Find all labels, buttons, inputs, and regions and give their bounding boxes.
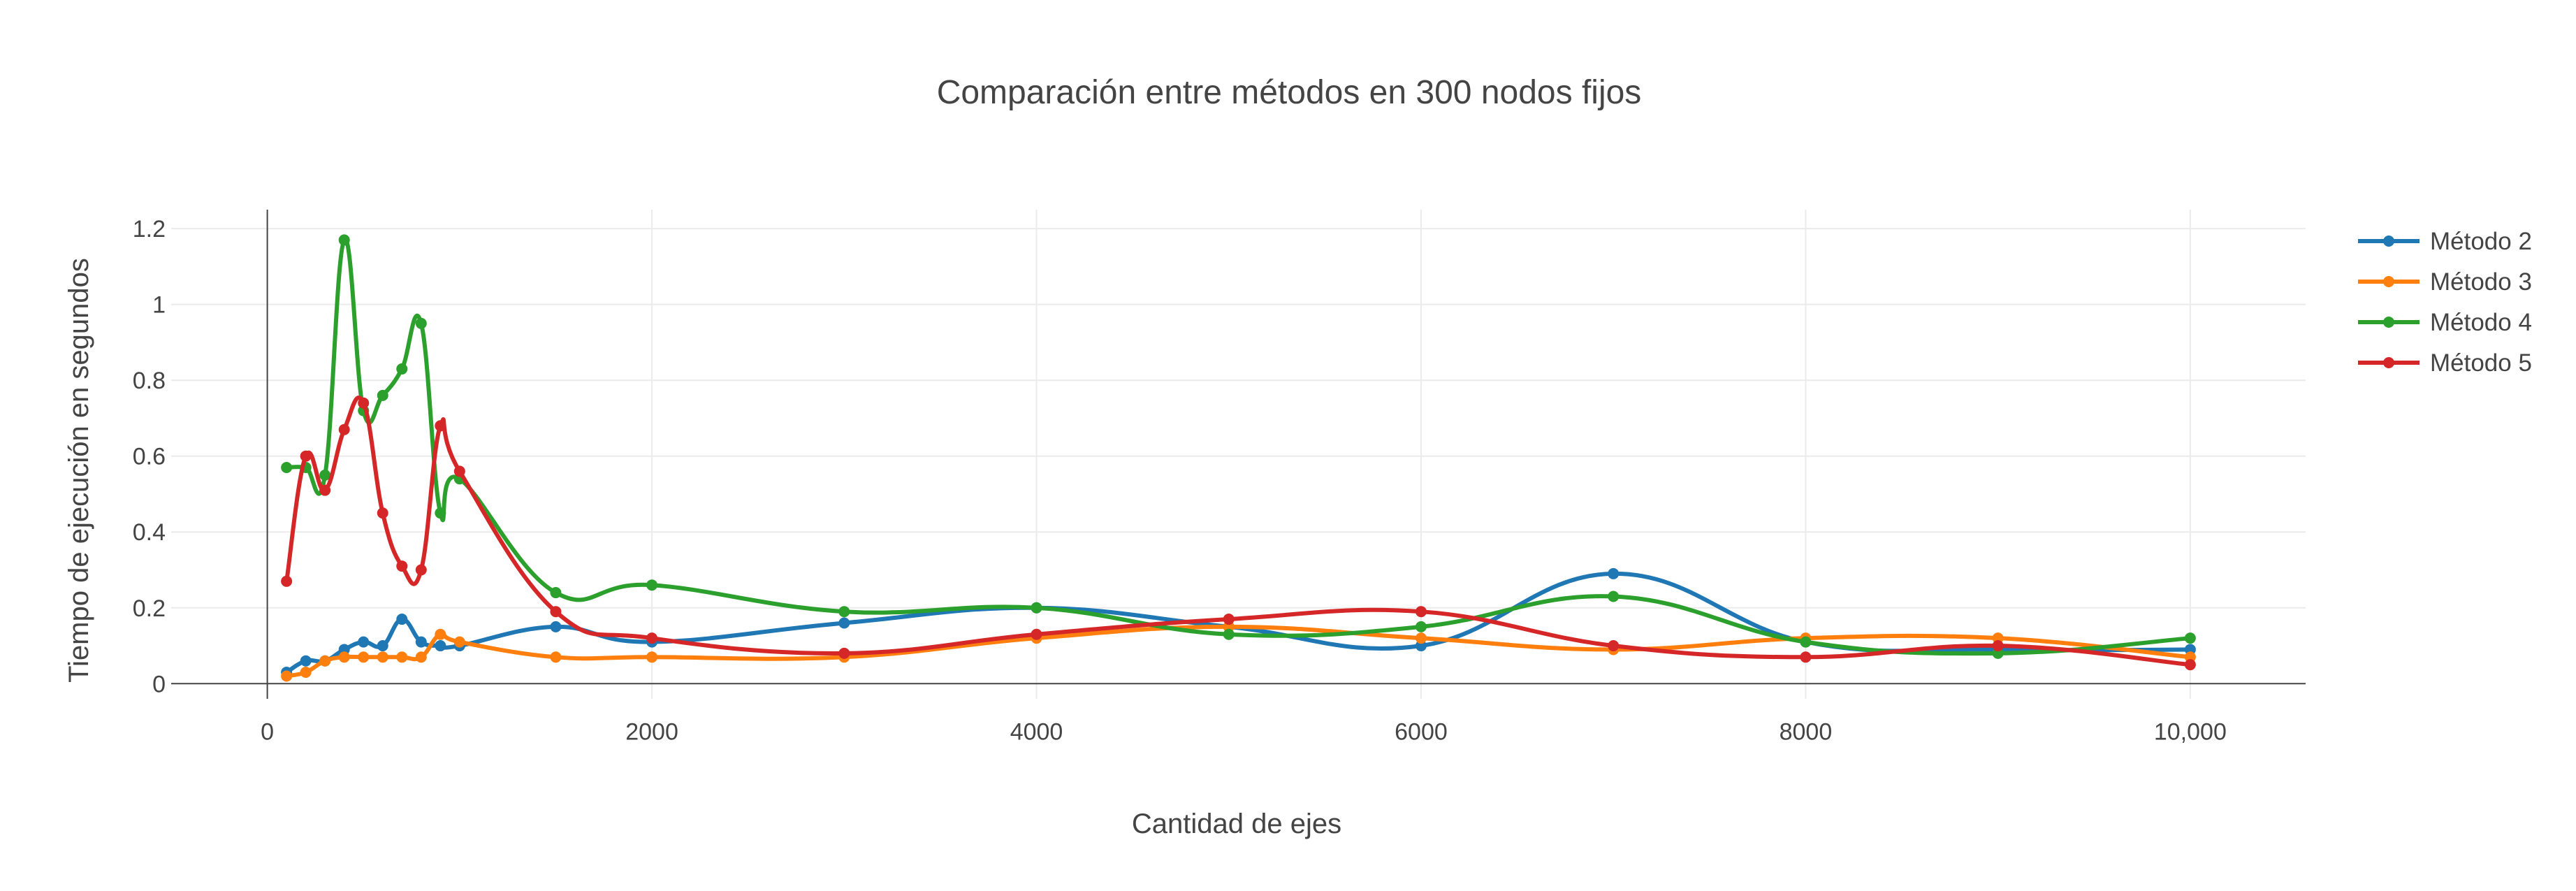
series-line — [284, 237, 2192, 656]
data-point — [838, 647, 850, 659]
data-point — [838, 606, 850, 618]
data-point — [338, 651, 350, 663]
data-point — [435, 640, 446, 652]
data-point — [281, 670, 293, 682]
data-point — [396, 651, 408, 663]
data-point — [281, 461, 293, 473]
data-point — [377, 651, 388, 663]
data-point — [1608, 567, 1620, 579]
data-point — [1031, 602, 1042, 614]
data-point — [838, 617, 850, 629]
data-point — [1031, 628, 1042, 640]
x-axis-title: Cantidad de ejes — [1132, 809, 1341, 839]
data-point — [377, 507, 388, 519]
legend-item: Método 2 — [2358, 228, 2532, 255]
data-point — [415, 651, 427, 663]
data-point — [646, 632, 658, 644]
y-tick-label: 0.4 — [133, 519, 166, 546]
data-point — [1800, 651, 1812, 663]
data-point — [319, 655, 331, 667]
data-point — [358, 651, 370, 663]
x-tick-label: 6000 — [1395, 718, 1448, 745]
y-axis-title: Tiempo de ejecución en segundos — [64, 258, 94, 683]
data-point — [453, 465, 465, 477]
data-point — [435, 628, 446, 640]
legend-label: Método 5 — [2430, 349, 2532, 377]
legend-label: Método 3 — [2430, 268, 2532, 296]
legend-item: Método 4 — [2358, 309, 2532, 336]
data-point — [300, 667, 312, 679]
data-point — [435, 507, 446, 519]
data-point — [396, 614, 408, 625]
tick-labels: 0 0.2 0.4 0.6 0.8 1 1.2 0 2000 4000 6000 8000 10,000 — [133, 216, 2227, 745]
legend-label: Método 2 — [2430, 228, 2532, 255]
data-point — [377, 640, 388, 652]
data-point — [281, 575, 293, 587]
x-tick-label: 10,000 — [2154, 718, 2227, 745]
data-point — [300, 655, 312, 667]
data-point — [396, 560, 408, 572]
data-point — [415, 317, 427, 329]
data-point — [338, 234, 350, 246]
data-point — [646, 651, 658, 663]
series-line — [284, 396, 2192, 667]
data-point — [1223, 628, 1235, 640]
y-tick-label: 1.2 — [133, 216, 166, 242]
data-point — [1415, 621, 1427, 632]
chart-title: Comparación entre métodos en 300 nodos f… — [937, 74, 1642, 111]
data-point — [338, 423, 350, 435]
x-tick-label: 8000 — [1780, 718, 1833, 745]
data-point — [453, 636, 465, 648]
legend-swatch-marker — [2383, 357, 2394, 368]
data-point — [358, 636, 370, 648]
data-point — [2184, 632, 2196, 644]
data-point — [646, 579, 658, 591]
legend-item: Método 5 — [2358, 349, 2532, 377]
legend-swatch-marker — [2383, 236, 2394, 247]
data-point — [1608, 591, 1620, 602]
y-tick-label: 0.6 — [133, 444, 166, 470]
data-point — [1992, 640, 2004, 652]
data-point — [550, 587, 562, 599]
axes — [171, 210, 2306, 699]
data-point — [1415, 632, 1427, 644]
data-point — [300, 450, 312, 462]
legend-item: Método 3 — [2358, 268, 2532, 296]
x-tick-label: 4000 — [1010, 718, 1063, 745]
legend-swatch-marker — [2383, 276, 2394, 287]
series-4 — [281, 396, 2196, 671]
series-3 — [281, 234, 2196, 659]
data-point — [1608, 640, 1620, 652]
legend-label: Método 4 — [2430, 309, 2532, 336]
y-tick-label: 1 — [152, 292, 166, 319]
y-tick-label: 0 — [152, 671, 166, 697]
data-point — [319, 469, 331, 481]
x-tick-label: 0 — [261, 718, 274, 745]
data-point — [550, 651, 562, 663]
grid — [171, 210, 2306, 699]
series-line — [284, 624, 2192, 679]
data-point — [415, 636, 427, 648]
series-layer — [281, 234, 2196, 682]
legend-swatch-marker — [2383, 317, 2394, 328]
data-point — [2184, 659, 2196, 671]
x-tick-label: 2000 — [625, 718, 678, 745]
data-point — [396, 363, 408, 375]
legend: Método 2 Método 3 Método 4 Método 5 — [2358, 228, 2532, 377]
data-point — [1223, 614, 1235, 625]
data-point — [435, 420, 446, 432]
data-point — [319, 484, 331, 496]
data-point — [550, 606, 562, 618]
data-point — [377, 389, 388, 401]
y-tick-label: 0.2 — [133, 595, 166, 622]
data-point — [358, 397, 370, 409]
data-point — [550, 621, 562, 632]
data-point — [1800, 636, 1812, 648]
y-tick-label: 0.8 — [133, 368, 166, 394]
data-point — [415, 564, 427, 576]
data-point — [1415, 606, 1427, 618]
